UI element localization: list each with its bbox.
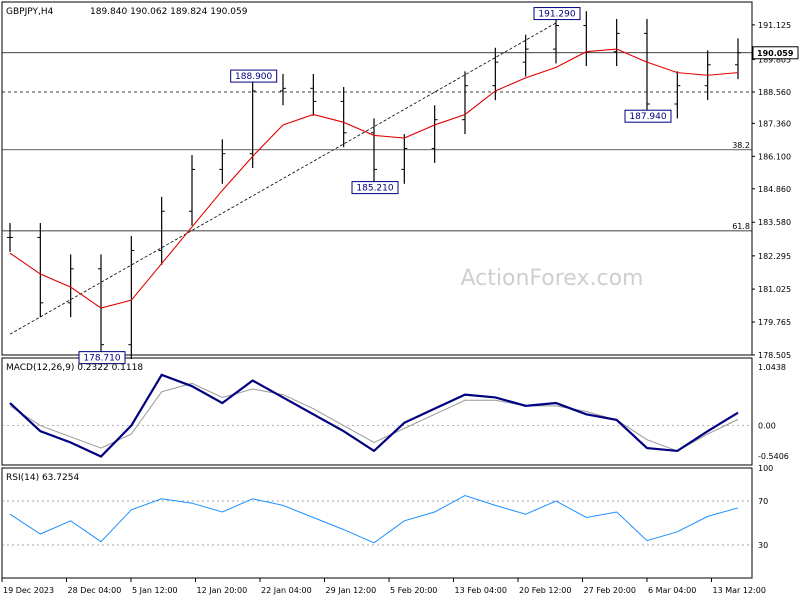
sma-line	[9, 48, 739, 309]
price-ytick-label: 178.505	[758, 351, 791, 360]
xtick-label: 20 Feb 12:00	[519, 586, 571, 595]
annotation-box-0	[78, 351, 126, 365]
price-ytick-label: 181.025	[758, 285, 791, 294]
current-price-tag	[752, 46, 799, 60]
rsi-line	[9, 494, 739, 544]
hline-label-2: 38.2	[732, 141, 750, 150]
xtick-label: 6 Mar 04:00	[648, 586, 696, 595]
macd-ytick-label: 1.0438	[758, 363, 786, 372]
watermark: ActionForex.com	[461, 266, 644, 291]
ohlc-label: 189.840 190.062 189.824 190.059	[90, 7, 248, 17]
price-ytick-label: 184.860	[758, 185, 791, 194]
annotation-box-1	[230, 69, 278, 83]
xtick-label: 5 Jan 12:00	[132, 586, 178, 595]
annotation-box-2	[351, 181, 399, 195]
annotation-label-3: 191.290	[538, 10, 575, 20]
price-ytick-label: 179.765	[758, 318, 791, 327]
xtick-label: 13 Feb 04:00	[455, 586, 507, 595]
rsi-ytick-label: 100	[758, 464, 773, 473]
price-ytick-label: 188.560	[758, 88, 791, 97]
xtick-label: 22 Jan 04:00	[261, 586, 312, 595]
annotation-box-3	[533, 7, 581, 21]
price-ytick-label: 183.580	[758, 218, 791, 227]
current-price-label: 190.059	[757, 49, 794, 58]
price-ytick-label: 187.360	[758, 119, 791, 128]
hline-label-3: 61.8	[732, 222, 750, 231]
xtick-label: 13 Mar 12:00	[713, 586, 766, 595]
annotation-label-2: 185.210	[356, 184, 393, 194]
macd-ytick-label: 0.00	[758, 422, 776, 431]
rsi-ytick-label: 70	[758, 497, 768, 506]
xtick-label: 27 Feb 20:00	[584, 586, 636, 595]
annotation-label-4: 187.940	[629, 112, 666, 122]
price-ytick-label: 189.805	[758, 55, 791, 64]
price-ytick-label: 182.295	[758, 252, 791, 261]
price-ytick-label: 191.125	[758, 21, 791, 30]
macd-label: MACD(12,26,9) 0.2322 0.1118	[6, 363, 143, 373]
symbol-label: GBPJPY,H4	[6, 7, 54, 17]
annotation-label-1: 188.900	[235, 72, 272, 82]
annotation-label-0: 178.710	[83, 354, 120, 364]
xtick-label: 5 Feb 20:00	[390, 586, 437, 595]
xtick-label: 28 Dec 04:00	[68, 586, 122, 595]
macd-ytick-label: -0.5406	[758, 452, 789, 461]
annotation-box-4	[624, 109, 672, 123]
pane-price	[1, 1, 753, 356]
rsi-label: RSI(14) 63.7254	[6, 473, 79, 483]
macd-line	[9, 373, 739, 458]
xtick-label: 12 Jan 20:00	[197, 586, 248, 595]
price-ytick-label: 186.100	[758, 152, 791, 161]
pane-rsi	[1, 467, 753, 579]
xtick-label: 29 Jan 12:00	[326, 586, 377, 595]
xtick-label: 19 Dec 2023	[3, 586, 54, 595]
rsi-ytick-label: 30	[758, 541, 768, 550]
